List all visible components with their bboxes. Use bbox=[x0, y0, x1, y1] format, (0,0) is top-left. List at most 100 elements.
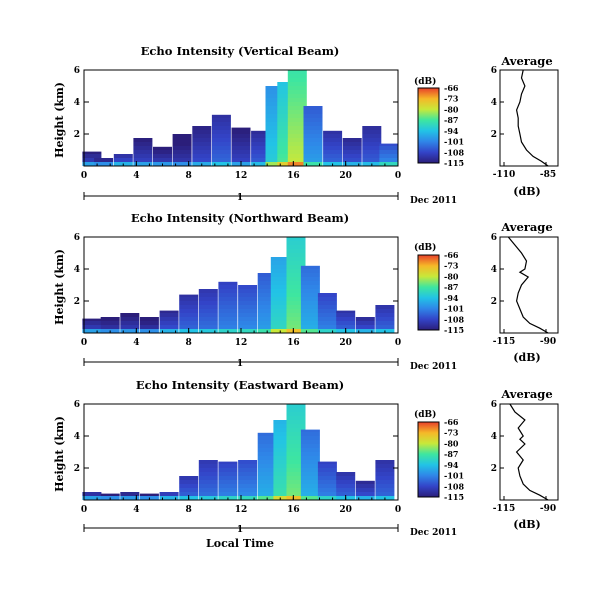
heatmap-cell bbox=[303, 150, 323, 154]
average-profile-line bbox=[507, 236, 549, 334]
heatmap-cell bbox=[231, 130, 251, 134]
heatmap-cell bbox=[218, 297, 238, 301]
heatmap-cell bbox=[251, 142, 271, 146]
y-tick-label: 2 bbox=[74, 297, 80, 307]
heatmap-cell bbox=[317, 305, 337, 309]
heatmap-cell bbox=[179, 294, 199, 297]
heatmap-cell bbox=[257, 488, 277, 492]
average-x-tick-left: -115 bbox=[493, 337, 516, 347]
heatmap-cell bbox=[342, 150, 362, 154]
heatmap-cell bbox=[277, 114, 297, 118]
heatmap-cell bbox=[317, 492, 337, 496]
heatmap-cell bbox=[355, 317, 375, 321]
heatmap-cell bbox=[273, 460, 293, 464]
heatmap-cell bbox=[198, 313, 218, 317]
average-x-tick-right: -90 bbox=[540, 337, 556, 347]
colorbar-label: -115 bbox=[444, 325, 464, 335]
x-axis-label: Local Time bbox=[206, 537, 274, 550]
heatmap-cell bbox=[287, 158, 307, 162]
heatmap-cell bbox=[82, 329, 102, 333]
heatmap-cell bbox=[179, 309, 199, 313]
heatmap-cell bbox=[257, 472, 277, 476]
heatmap-cell bbox=[265, 150, 285, 154]
heatmap-cell bbox=[257, 309, 277, 313]
heatmap-cell bbox=[300, 440, 320, 444]
y-ticks: 2 4 6 bbox=[74, 66, 398, 140]
heatmap-cell bbox=[198, 301, 218, 305]
heatmap-cell bbox=[251, 158, 271, 162]
heatmap-cell bbox=[82, 321, 102, 325]
heatmap-cell bbox=[211, 162, 231, 166]
heatmap-cell bbox=[379, 143, 399, 146]
heatmap-cell bbox=[270, 277, 290, 281]
panel-northward: Echo Intensity (Northward Beam) Height (… bbox=[53, 211, 559, 372]
heatmap-cell bbox=[211, 130, 231, 134]
average-x-label: (dB) bbox=[513, 351, 540, 364]
average-x-tick-left: -110 bbox=[493, 170, 516, 180]
heatmap-cell bbox=[336, 310, 356, 313]
heatmap-cell bbox=[270, 309, 290, 313]
heatmap-cell bbox=[198, 297, 218, 301]
heatmap-cell bbox=[300, 429, 320, 432]
colorbar-scale bbox=[417, 254, 440, 331]
heatmap-cell bbox=[286, 245, 306, 249]
heatmap-cell bbox=[286, 448, 306, 452]
heatmap-cell bbox=[265, 126, 285, 130]
heatmap-cell bbox=[300, 456, 320, 460]
x-tick-label: 16 bbox=[287, 171, 300, 181]
heatmap-cell bbox=[286, 265, 306, 269]
heatmap-cell bbox=[192, 146, 212, 150]
heatmap-cell bbox=[336, 321, 356, 325]
heatmap-cell bbox=[300, 444, 320, 448]
heatmap-cell bbox=[317, 488, 337, 492]
heatmap-cell bbox=[287, 110, 307, 114]
heatmap-cell bbox=[273, 444, 293, 448]
heatmap-cell bbox=[179, 492, 199, 496]
heatmap-cell bbox=[300, 496, 320, 500]
heatmap-cell bbox=[277, 106, 297, 110]
average-profile: Average 2 4 6 -110 -85 (dB) bbox=[491, 54, 559, 198]
colorbar-label: -80 bbox=[444, 438, 459, 448]
heatmap-cell bbox=[277, 150, 297, 154]
x-tick-label: 16 bbox=[287, 338, 300, 348]
heatmap-cell bbox=[257, 301, 277, 305]
heatmap-cell bbox=[231, 150, 251, 154]
colorbar-label: -101 bbox=[444, 304, 464, 314]
heatmap-cell bbox=[286, 456, 306, 460]
heatmap-cell bbox=[238, 488, 258, 492]
heatmap-cell bbox=[286, 273, 306, 277]
heatmap-cell bbox=[286, 472, 306, 476]
heatmap-cell bbox=[257, 480, 277, 484]
heatmap-cell bbox=[300, 297, 320, 301]
heatmap-cell bbox=[287, 122, 307, 126]
colorbar-label: -66 bbox=[444, 250, 459, 260]
colorbar-label: -94 bbox=[444, 460, 459, 470]
heatmap-cell bbox=[317, 484, 337, 488]
heatmap-cell bbox=[257, 325, 277, 329]
average-frame bbox=[499, 403, 559, 501]
heatmap-cell bbox=[133, 158, 153, 162]
heatmap-cell bbox=[277, 134, 297, 138]
panel-title: Echo Intensity (Vertical Beam) bbox=[141, 44, 340, 58]
heatmap-cell bbox=[273, 496, 293, 500]
colorbar-label: -66 bbox=[444, 417, 459, 427]
heatmap-cell bbox=[265, 146, 285, 150]
colorbar-label: -87 bbox=[444, 449, 458, 459]
heatmap-cell bbox=[218, 461, 238, 464]
heatmap-cell bbox=[300, 492, 320, 496]
heatmap-cell bbox=[375, 464, 395, 468]
heatmap-cell bbox=[277, 154, 297, 158]
heatmap-cell bbox=[286, 420, 306, 424]
average-y-tick-label: 4 bbox=[491, 98, 497, 108]
heatmap-cell bbox=[362, 126, 382, 130]
heatmap-cell bbox=[120, 492, 140, 496]
heatmap-cell bbox=[300, 321, 320, 325]
heatmap-cell bbox=[257, 460, 277, 464]
heatmap-cell bbox=[300, 436, 320, 440]
heatmap-cell bbox=[198, 321, 218, 325]
heatmap-cell bbox=[277, 90, 297, 94]
heatmap-cell bbox=[153, 150, 172, 154]
heatmap-cell bbox=[323, 142, 343, 146]
panel-vertical: Echo Intensity (Vertical Beam) Height (k… bbox=[53, 44, 559, 206]
heatmap-cell bbox=[303, 162, 323, 166]
